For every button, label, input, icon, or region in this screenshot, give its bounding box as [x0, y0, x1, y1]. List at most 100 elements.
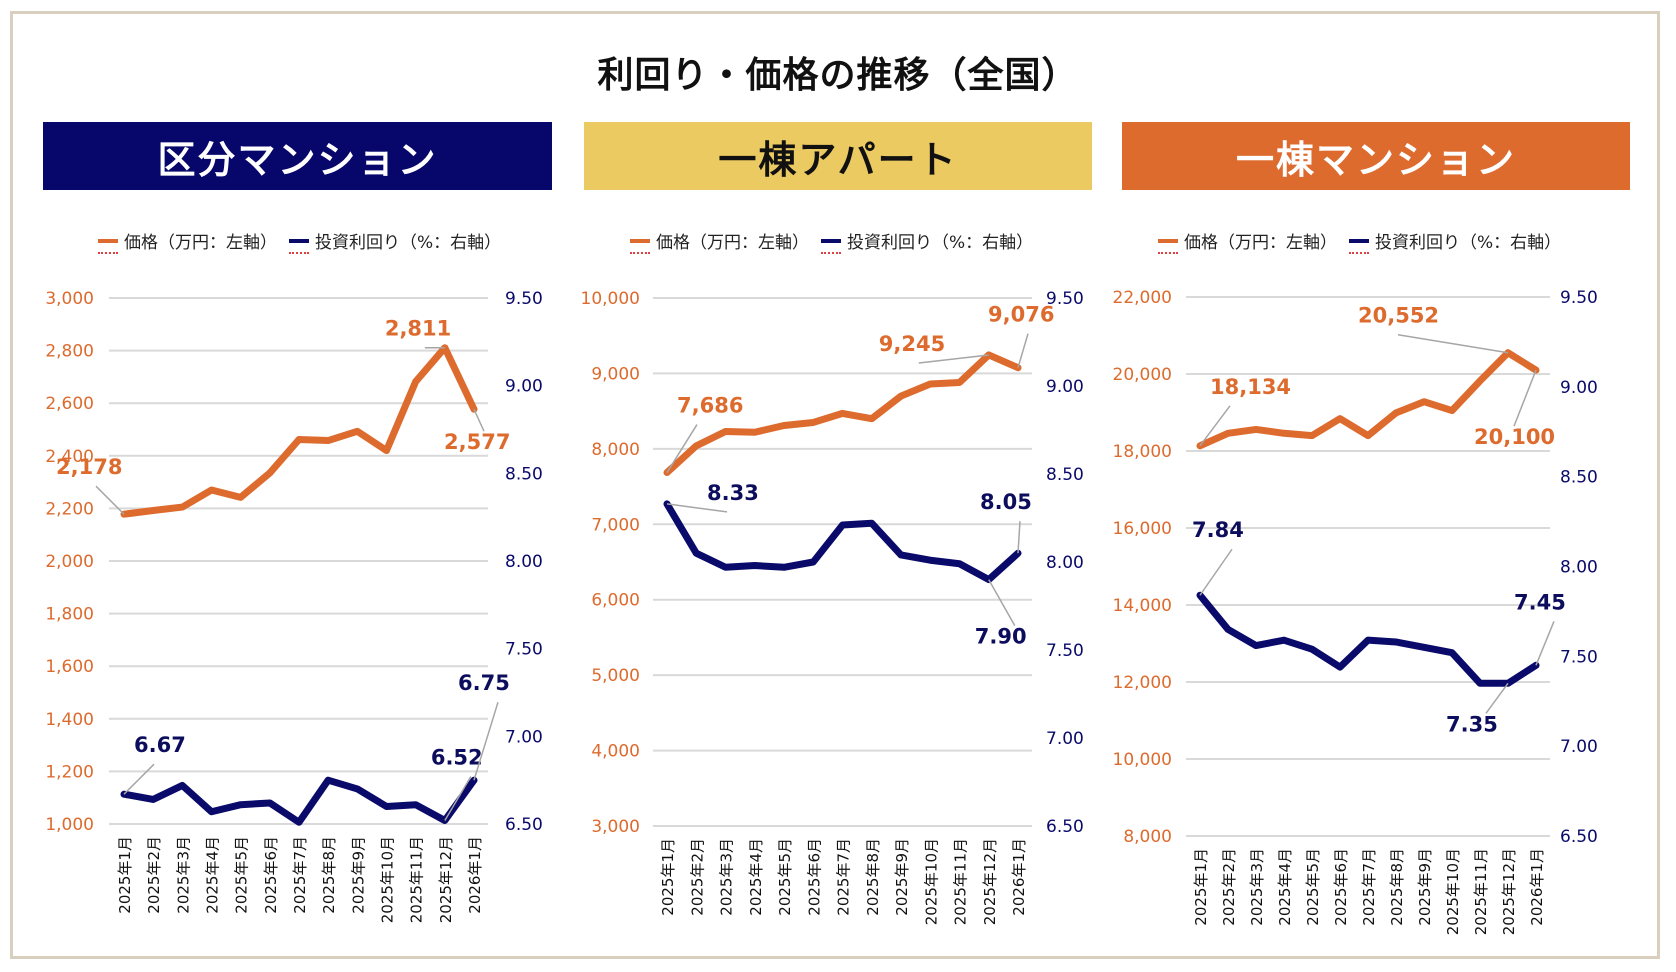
yield-point [1337, 664, 1343, 670]
x-tick-label: 2026年1月 [466, 836, 484, 914]
y-right-tick-label: 9.50 [505, 289, 543, 309]
yield-point [209, 809, 214, 815]
yield-point [325, 777, 331, 783]
legend-swatch-yield [289, 238, 309, 254]
price-point [752, 429, 758, 435]
x-tick-label: 2026年1月 [1010, 838, 1028, 916]
price-data-label: 7,686 [677, 394, 743, 418]
y-right-tick-label: 7.50 [505, 640, 543, 660]
price-data-label: 2,178 [56, 455, 122, 479]
x-tick-label: 2025年11月 [952, 838, 970, 925]
yield-point [296, 819, 302, 825]
panel-title-text: 区分マンション [157, 137, 438, 182]
data-label-leader [666, 424, 698, 473]
y-left-tick-label: 5,000 [591, 666, 640, 686]
x-tick-label: 2025年2月 [688, 838, 706, 916]
x-tick-label: 2025年8月 [1388, 848, 1406, 926]
price-point [1309, 433, 1315, 439]
yield-point [723, 564, 728, 570]
price-point [1477, 378, 1483, 384]
x-tick-label: 2025年12月 [981, 838, 999, 925]
x-tick-label: 2025年2月 [145, 836, 163, 914]
x-tick-label: 2025年11月 [1472, 848, 1490, 935]
data-label-leader [1397, 334, 1509, 354]
panel-title-ittou-mansion: 一棟マンション [1122, 122, 1630, 190]
yield-point [150, 796, 156, 802]
x-tick-label: 2025年3月 [174, 836, 192, 914]
legend-item-price: 価格（万円：左軸） [1158, 228, 1337, 254]
price-line [120, 344, 478, 518]
panel-title-text: 一棟アパート [718, 137, 958, 182]
data-label-leader [1017, 521, 1021, 554]
x-tick-label: 2025年9月 [349, 836, 367, 914]
yield-point [179, 782, 185, 788]
x-tick-label: 2025年1月 [1192, 848, 1210, 926]
yield-point [1309, 646, 1315, 652]
x-tick-label: 2025年9月 [1416, 848, 1434, 926]
x-tick-label: 2025年9月 [893, 838, 911, 916]
data-label-leader [473, 408, 485, 432]
x-tick-label: 2025年2月 [1220, 848, 1238, 926]
x-tick-label: 2025年7月 [835, 838, 853, 916]
yield-point [354, 786, 360, 792]
y-left-tick-label: 4,000 [591, 742, 640, 762]
y-right-tick-label: 9.00 [505, 377, 543, 397]
x-tick-label: 2025年8月 [864, 838, 882, 916]
y-right-tick-label: 8.00 [505, 552, 543, 572]
y-left-tick-label: 1,800 [45, 605, 94, 625]
price-data-label: 20,100 [1474, 425, 1555, 449]
y-left-tick-label: 2,200 [45, 499, 94, 519]
price-point [1253, 426, 1259, 432]
y-right-tick-label: 7.00 [505, 727, 543, 747]
x-tick-label: 2025年6月 [1332, 848, 1350, 926]
y-right-tick-label: 7.00 [1560, 737, 1598, 757]
price-point [723, 429, 728, 435]
x-tick-label: 2025年6月 [262, 836, 280, 914]
data-label-leader [918, 354, 989, 364]
price-point [1365, 433, 1371, 439]
y-left-tick-label: 14,000 [1113, 596, 1172, 616]
price-data-label: 2,577 [444, 430, 510, 454]
y-right-tick-label: 7.50 [1560, 647, 1598, 667]
price-point [840, 410, 845, 416]
price-point [1393, 410, 1399, 416]
yield-point [840, 522, 845, 528]
y-right-tick-label: 6.50 [505, 815, 543, 835]
y-left-tick-label: 10,000 [1113, 750, 1172, 770]
data-label-leader [1199, 548, 1233, 596]
data-label-leader [1199, 405, 1231, 447]
y-left-tick-label: 2,400 [45, 447, 94, 467]
data-label-leader [123, 763, 155, 795]
price-point [179, 504, 185, 510]
legend-label-price: 価格（万円：左軸） [1184, 233, 1337, 253]
price-data-label: 9,076 [988, 303, 1054, 327]
legend-label-price: 価格（万円：左軸） [124, 233, 277, 253]
legend-swatch-price [1158, 238, 1178, 254]
y-left-tick-label: 18,000 [1113, 442, 1172, 462]
price-point [296, 436, 302, 442]
yield-point [413, 802, 419, 808]
price-point [927, 381, 933, 387]
yield-point [898, 552, 904, 558]
y-left-tick-label: 3,000 [591, 817, 640, 837]
yield-point [1421, 644, 1427, 650]
price-point [1281, 430, 1287, 436]
y-left-tick-label: 9,000 [591, 364, 640, 384]
yield-data-label: 6.52 [431, 745, 483, 769]
y-right-tick-label: 7.50 [1046, 641, 1084, 661]
x-tick-label: 2025年8月 [320, 836, 338, 914]
yield-data-label: 6.67 [134, 733, 186, 757]
legend-apartment: 価格（万円：左軸） 投資利回り（%：右軸） [630, 228, 1045, 254]
y-right-tick-label: 8.00 [1560, 558, 1598, 578]
price-point [1421, 399, 1427, 405]
yield-data-label: 6.75 [458, 671, 510, 695]
page-title: 利回り・価格の推移（全国） [597, 55, 1079, 96]
legend-mansion: 価格（万円：左軸） 投資利回り（%：右軸） [1158, 228, 1573, 254]
x-tick-label: 2025年4月 [1276, 848, 1294, 926]
y-left-tick-label: 7,000 [591, 515, 640, 535]
legend-label-yield: 投資利回り（%：右軸） [315, 233, 502, 253]
legend-swatch-yield [1349, 238, 1369, 254]
yield-point [781, 564, 787, 570]
x-tick-label: 2025年6月 [805, 838, 823, 916]
